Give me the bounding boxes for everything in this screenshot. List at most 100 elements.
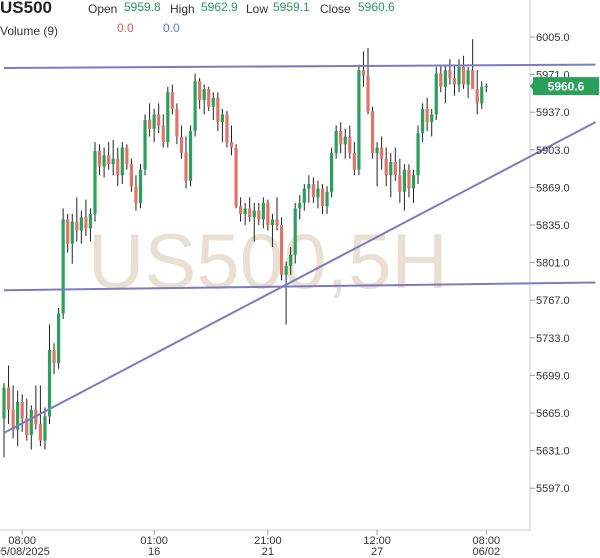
candle-body: [393, 161, 397, 176]
candle-body: [6, 387, 11, 410]
candle-body: [284, 265, 288, 275]
candle-body: [302, 188, 306, 203]
candle-body: [134, 186, 138, 203]
candle-body: [57, 313, 61, 364]
candle-body: [484, 85, 488, 87]
candle-body: [102, 155, 106, 167]
candle-body: [93, 150, 97, 214]
candle-body: [166, 92, 170, 143]
candle-body: [120, 147, 124, 176]
candle-body: [298, 202, 302, 209]
candle-body: [334, 131, 338, 154]
x-tick-date: 05/08/2025: [0, 546, 50, 558]
y-tick-label: 5869.0: [536, 182, 570, 194]
candle-body: [11, 409, 15, 430]
candle-body: [266, 202, 270, 225]
trendline[interactable]: [3, 121, 596, 434]
candle-body: [480, 86, 484, 104]
close-label: Close: [320, 2, 351, 16]
candle-body: [148, 119, 152, 129]
price-axis[interactable]: 6005.05971.05937.05903.05869.05835.05801…: [530, 32, 570, 495]
y-tick-label: 6005.0: [536, 32, 570, 44]
last-price-label: 5960.6: [548, 80, 585, 94]
candle-body: [157, 114, 161, 126]
ohlc-header: US500 Open 5959.8 High 5962.9 Low 5959.1…: [0, 0, 530, 40]
candle-body: [88, 213, 93, 229]
y-tick-label: 5937.0: [536, 107, 570, 119]
high-label: High: [170, 2, 195, 16]
candle-body: [343, 136, 347, 145]
candle-body: [270, 219, 275, 225]
candle-body: [161, 125, 165, 143]
candle-body: [138, 169, 143, 203]
candle-body: [198, 81, 202, 101]
candle-body: [220, 114, 224, 123]
candle-body: [366, 75, 370, 112]
candle-body: [325, 191, 329, 207]
volume-label: Volume (9): [0, 24, 59, 38]
candle-body: [211, 97, 215, 107]
candle-body: [229, 142, 234, 148]
x-tick-date: 21: [262, 546, 274, 558]
candle-body: [330, 153, 334, 192]
candle-body: [339, 131, 343, 145]
candle-body: [452, 77, 457, 85]
candle-body: [389, 161, 393, 176]
candle-body: [188, 131, 193, 181]
x-tick-time: 12:00: [363, 535, 391, 547]
candle-body: [243, 208, 247, 214]
open-label: Open: [88, 2, 118, 16]
y-tick-label: 5835.0: [536, 220, 570, 232]
x-tick-date: 27: [371, 546, 383, 558]
candle-body: [252, 210, 256, 218]
candle-body: [175, 108, 179, 137]
candle-body: [79, 217, 83, 231]
candle-body: [375, 147, 379, 154]
trendline[interactable]: [3, 281, 596, 292]
candle-body: [207, 88, 211, 107]
candle-body: [75, 221, 79, 231]
last-price-badge: 5960.6: [530, 77, 599, 96]
candle-body: [398, 175, 402, 192]
candle-body: [261, 202, 265, 220]
candle-body: [111, 158, 115, 165]
x-tick-time: 08:00: [8, 535, 36, 547]
candle-body: [430, 114, 434, 123]
candle-body: [407, 169, 411, 189]
candle-body: [61, 219, 65, 314]
volume-value-1: 0.0: [117, 21, 134, 35]
candle-body: [170, 92, 174, 109]
candle-body: [352, 153, 356, 170]
candle-body: [143, 119, 147, 170]
candle-body: [461, 66, 466, 85]
candle-body: [202, 88, 206, 101]
candle-body: [293, 208, 297, 255]
candle-body: [47, 349, 52, 417]
candle-body: [311, 184, 315, 198]
candle-body: [20, 401, 24, 419]
last-price-badge-box: [533, 77, 599, 96]
candle-body: [129, 164, 133, 187]
candle-body: [370, 111, 375, 154]
candle-body: [448, 70, 452, 78]
candle-body: [125, 147, 129, 165]
high-value: 5962.9: [201, 0, 238, 14]
candle-body: [84, 217, 88, 229]
candle-body: [184, 153, 188, 181]
candle-body: [466, 70, 470, 85]
candle-body: [279, 225, 284, 275]
candle-body: [348, 136, 352, 154]
candle-body: [289, 254, 293, 266]
candle-body: [411, 175, 416, 189]
candle-body: [425, 108, 429, 123]
candle-body: [225, 114, 229, 143]
trendlines[interactable]: [3, 63, 596, 434]
candle-body: [402, 169, 406, 192]
trendline[interactable]: [3, 63, 596, 69]
open-value: 5959.8: [124, 0, 161, 14]
candle-body: [239, 206, 243, 214]
candle-body: [66, 219, 70, 244]
candle-body: [38, 424, 42, 441]
time-axis[interactable]: 08:0005/08/202501:001621:002112:002708:0…: [0, 530, 500, 558]
